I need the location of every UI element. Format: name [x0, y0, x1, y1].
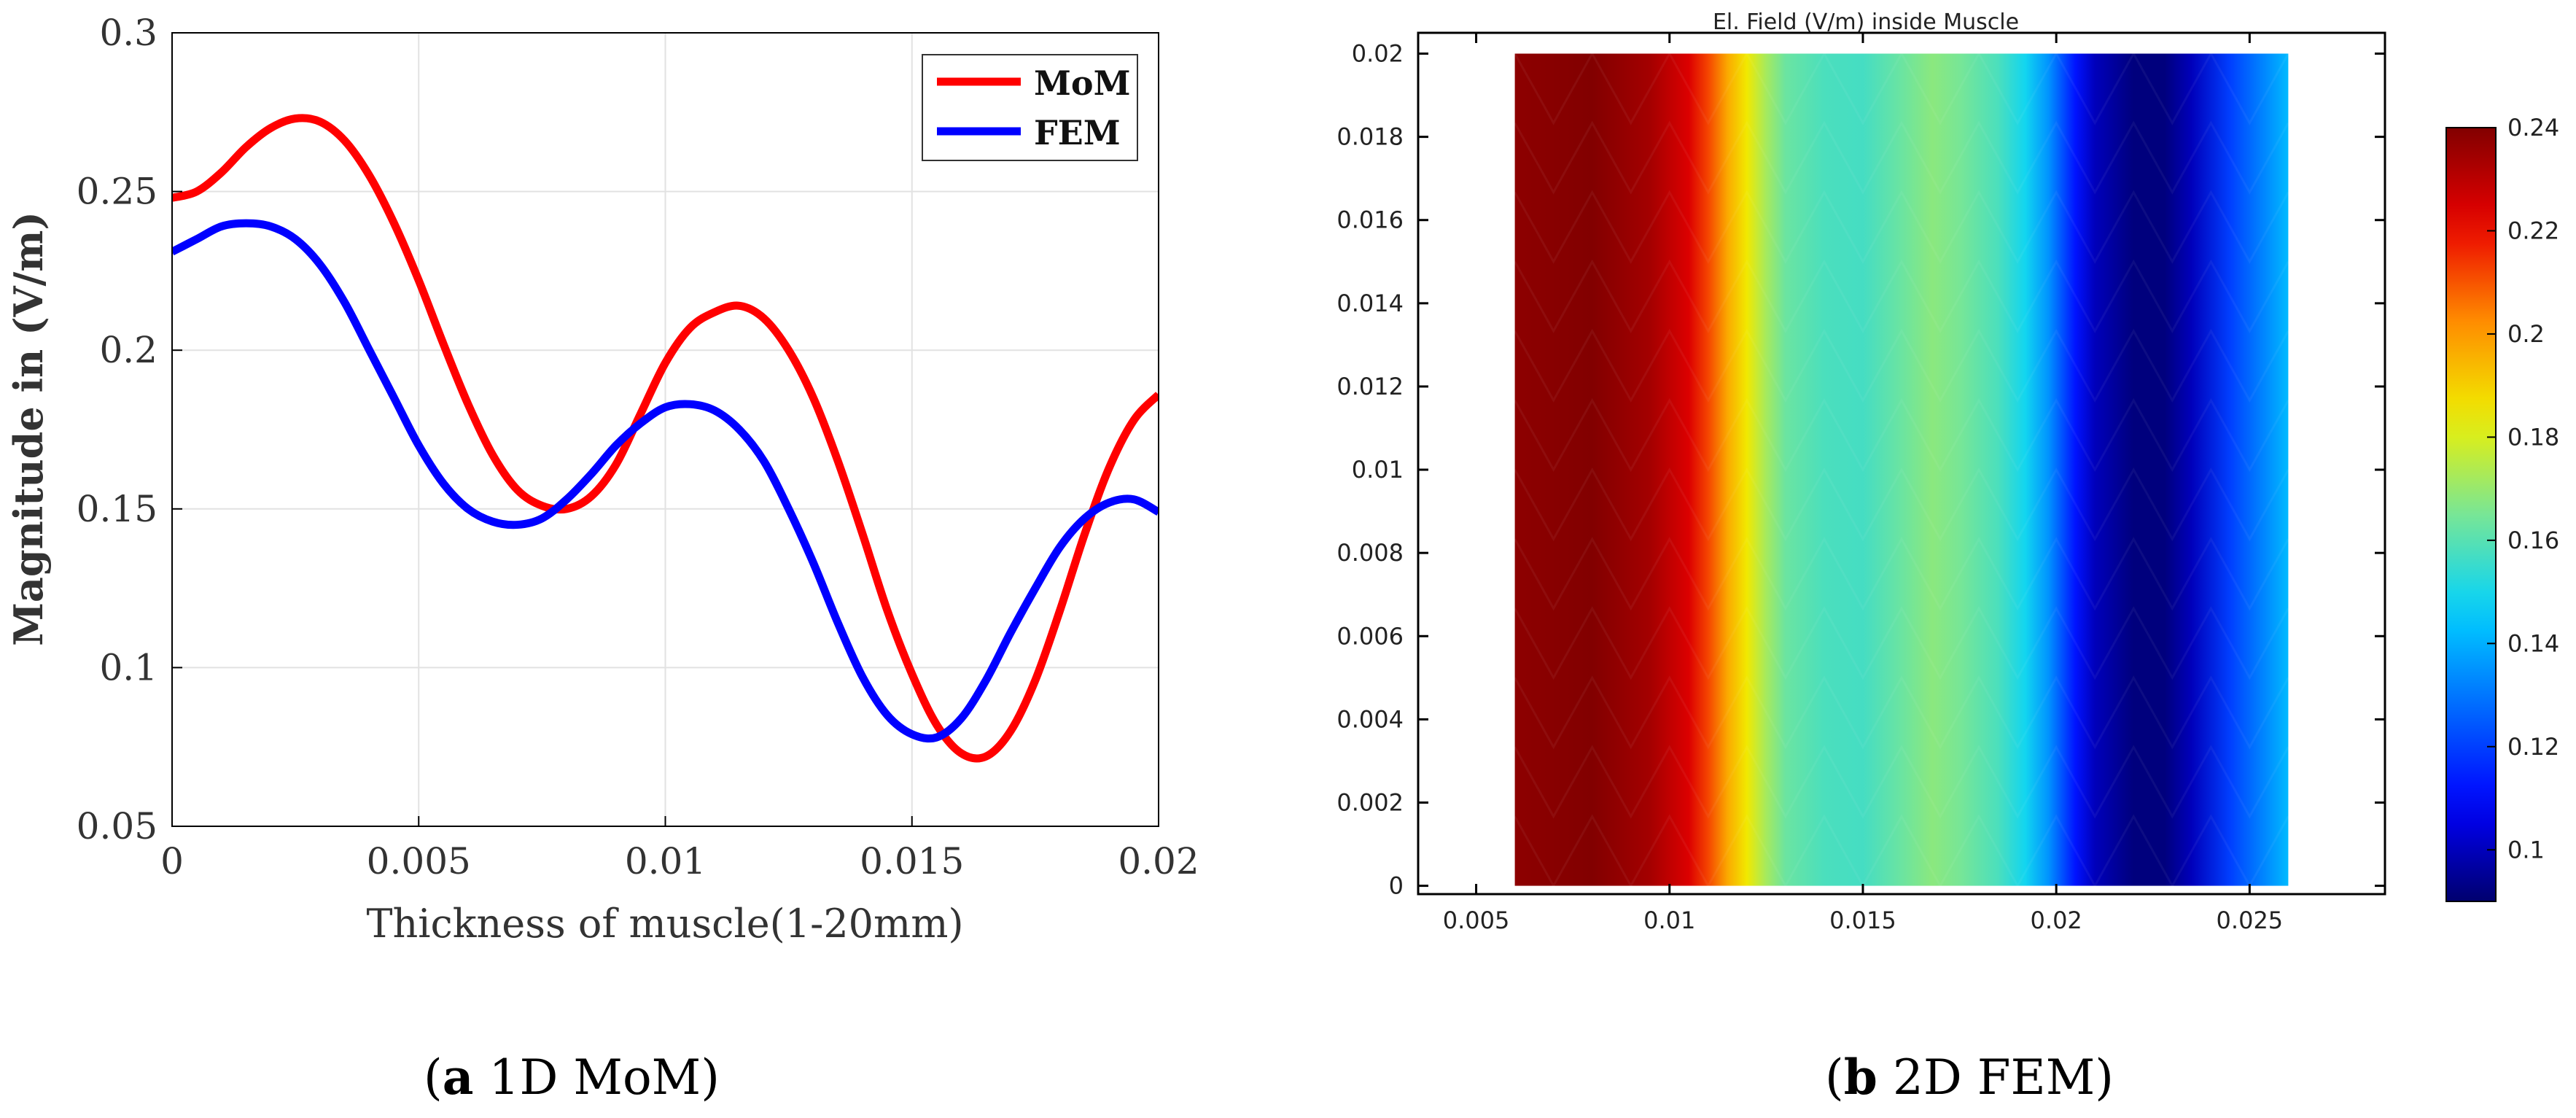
- x-tick-labels: 0 0.005 0.01 0.015 0.02: [160, 816, 1199, 882]
- mesh-line: [1514, 537, 2289, 611]
- heatmap-y-tick-label: 0.01: [1352, 456, 1404, 484]
- y-tick-label: 0.1: [99, 646, 157, 688]
- y-axis-label: Magnitude in (V/m): [5, 211, 52, 646]
- x-tick-label: 0.02: [1118, 840, 1199, 882]
- caption-a-text: 1D MoM: [474, 1049, 701, 1106]
- mesh-line: [1514, 814, 2289, 888]
- heatmap-frame: [1417, 31, 2386, 896]
- heatmap-x-tick-label: 0.015: [1829, 907, 1896, 934]
- heatmap-y-ticks: 0 0.002 0.004 0.006 0.008 0.01 0.012 0.014 0.016…: [1336, 40, 2385, 900]
- caption-b-letter: b: [1844, 1049, 1877, 1106]
- heatmap-field: El. Field (V/m) inside Muscle 0.005 0.01 0…: [1336, 9, 2559, 934]
- colorbar-tick-label: 0.24: [2507, 114, 2559, 141]
- heatmap-x-tick-label: 0.005: [1443, 907, 1510, 934]
- heatmap-x-ticks: 0.005 0.01 0.015 0.02 0.025: [1443, 33, 2283, 934]
- y-tick-label: 0.25: [77, 171, 157, 213]
- series-line-fem: [172, 219, 1159, 743]
- caption-a: (a 1D MoM): [424, 1049, 720, 1106]
- y-tick-labels: 0.05 0.1 0.15 0.2 0.25 0.3: [77, 12, 182, 847]
- heatmap-y-tick-label: 0.016: [1336, 206, 1404, 234]
- series-lines: [172, 114, 1159, 763]
- mesh-line: [1514, 259, 2289, 333]
- heatmap-y-tick-label: 0.006: [1336, 622, 1404, 650]
- caption-a-letter: a: [443, 1049, 474, 1106]
- colorbar-gradient: [2445, 127, 2497, 902]
- colorbar: 0.1 0.12 0.14 0.16 0.18 0.2 0.22 0.24: [2445, 114, 2559, 902]
- heatmap-y-tick-label: 0.002: [1336, 788, 1404, 816]
- colorbar-tick-label: 0.14: [2507, 629, 2559, 657]
- x-tick-label: 0.005: [367, 840, 471, 882]
- colorbar-tick-label: 0.1: [2507, 836, 2545, 863]
- heatmap-y-tick-label: 0: [1389, 872, 1404, 900]
- caption-b-text: 2D FEM: [1877, 1049, 2095, 1106]
- x-tick-label: 0.015: [860, 840, 964, 882]
- legend: MoM FEM: [922, 54, 1138, 161]
- colorbar-tick-label: 0.22: [2507, 217, 2559, 244]
- heatmap-field-image: [1514, 53, 2289, 886]
- heatmap-x-tick-label: 0.01: [1643, 907, 1695, 934]
- heatmap-y-tick-label: 0.008: [1336, 539, 1404, 567]
- y-tick-label: 0.2: [99, 329, 157, 371]
- legend-label-fem: FEM: [1034, 113, 1121, 152]
- x-tick-label: 0: [160, 840, 184, 882]
- heatmap-y-tick-label: 0.018: [1336, 123, 1404, 151]
- mesh-line: [1514, 51, 2289, 125]
- colorbar-ticks: 0.1 0.12 0.14 0.16 0.18 0.2 0.22 0.24: [2487, 114, 2559, 863]
- grid-lines: [172, 33, 1159, 826]
- heatmap-x-tick-label: 0.025: [2217, 907, 2284, 934]
- line-chart-mom-fem: 0 0.005 0.01 0.015 0.02 0.050.10.150.20.250.…: [5, 12, 1199, 947]
- y-tick-label: 0.05: [77, 805, 157, 847]
- heatmap-x-tick-label: 0.02: [2031, 907, 2082, 934]
- heatmap-y-tick-label: 0.014: [1336, 290, 1404, 317]
- mesh-line: [1514, 328, 2289, 403]
- legend-label-mom: MoM: [1034, 63, 1131, 103]
- x-tick-label: 0.01: [625, 840, 706, 882]
- colorbar-tick-label: 0.12: [2507, 733, 2559, 761]
- colorbar-tick-label: 0.18: [2507, 423, 2559, 451]
- mesh-line: [1514, 675, 2289, 750]
- x-axis-label: Thickness of muscle(1-20mm): [366, 901, 963, 947]
- mesh-line: [1514, 606, 2289, 680]
- mesh-line: [1514, 120, 2289, 195]
- heatmap-y-tick-label: 0.004: [1336, 705, 1404, 733]
- y-tick-label: 0.3: [99, 12, 157, 54]
- mesh-line: [1514, 397, 2289, 473]
- colorbar-tick-label: 0.2: [2507, 320, 2545, 348]
- heatmap-y-tick-label: 0.012: [1336, 373, 1404, 400]
- series-line-mom: [172, 114, 1159, 763]
- mesh-line: [1514, 745, 2289, 819]
- legend-box: [922, 54, 1138, 161]
- heatmap-title: El. Field (V/m) inside Muscle: [1713, 9, 2019, 35]
- heatmap-y-tick-label: 0.02: [1352, 40, 1404, 68]
- mesh-line: [1514, 190, 2289, 264]
- caption-b: (b 2D FEM): [1825, 1049, 2114, 1106]
- mesh-line: [1514, 467, 2289, 542]
- y-tick-label: 0.15: [77, 488, 157, 530]
- colorbar-tick-label: 0.16: [2507, 527, 2559, 554]
- heatmap-mesh-texture: [1514, 51, 2289, 888]
